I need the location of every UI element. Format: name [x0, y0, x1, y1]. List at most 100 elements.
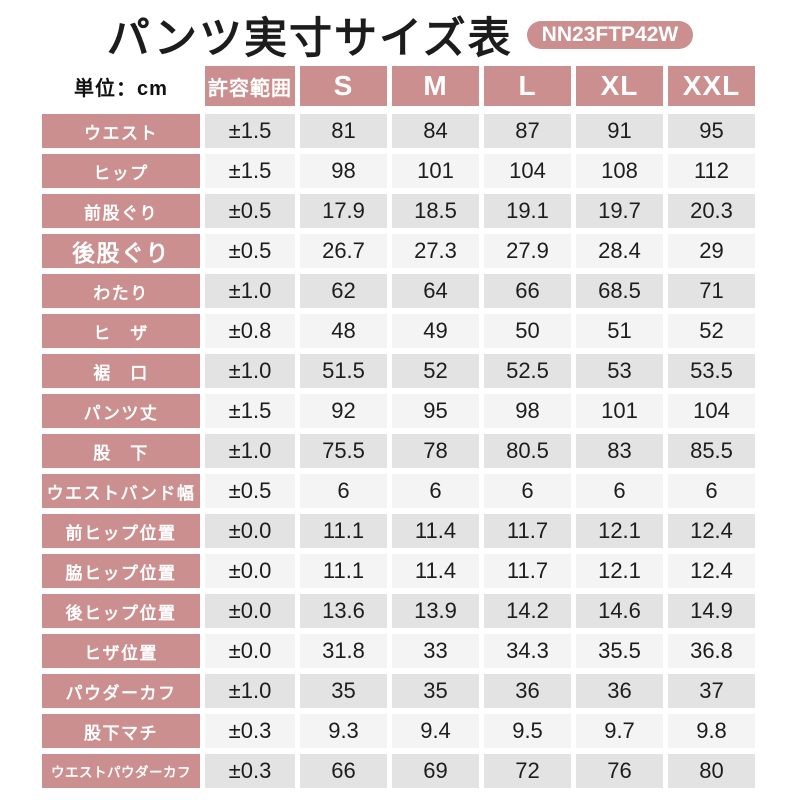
row-label: ウエストバンド幅 — [42, 474, 200, 508]
tolerance-cell: ±1.0 — [205, 674, 295, 708]
size-value-cell: 98 — [484, 394, 571, 428]
size-value-cell: 11.7 — [484, 514, 571, 548]
table-row: ウエストパウダーカフ ±0.3 66 69 72 76 80 — [42, 754, 760, 788]
unit-label: 単位：cm — [74, 77, 168, 100]
size-value-cell: 33 — [392, 634, 479, 668]
row-label: ウエスト — [42, 114, 200, 148]
size-value-cell: 92 — [300, 394, 387, 428]
table-row: わたり ±1.0 62 64 66 68.5 71 — [42, 274, 760, 308]
size-value-cell: 64 — [392, 274, 479, 308]
size-value-cell: 13.6 — [300, 594, 387, 628]
row-label: 後股ぐり — [42, 234, 200, 268]
tolerance-cell: ±0.0 — [205, 634, 295, 668]
size-value-cell: 37 — [668, 674, 755, 708]
size-value-cell: 6 — [392, 474, 479, 508]
row-label: ヒザ位置 — [42, 634, 200, 668]
col-header-size-XXL: XXL — [668, 66, 755, 106]
size-value-cell: 95 — [392, 394, 479, 428]
size-value-cell: 18.5 — [392, 194, 479, 228]
tolerance-cell: ±0.8 — [205, 314, 295, 348]
size-value-cell: 35 — [392, 674, 479, 708]
size-value-cell: 51.5 — [300, 354, 387, 388]
col-header-size-L: L — [484, 66, 571, 106]
size-value-cell: 9.8 — [668, 714, 755, 748]
table-row: ウエストバンド幅 ±0.5 6 6 6 6 6 — [42, 474, 760, 508]
size-value-cell: 14.9 — [668, 594, 755, 628]
row-label: パウダーカフ — [42, 674, 200, 708]
row-label: 前股ぐり — [42, 194, 200, 228]
size-value-cell: 11.4 — [392, 554, 479, 588]
product-code-badge: NN23FTP42W — [526, 20, 694, 50]
size-value-cell: 101 — [576, 394, 663, 428]
size-value-cell: 26.7 — [300, 234, 387, 268]
size-value-cell: 91 — [576, 114, 663, 148]
row-label: 裾 口 — [42, 354, 200, 388]
size-value-cell: 104 — [484, 154, 571, 188]
size-value-cell: 19.7 — [576, 194, 663, 228]
size-value-cell: 48 — [300, 314, 387, 348]
size-value-cell: 80 — [668, 754, 755, 788]
table-row: 裾 口 ±1.0 51.5 52 52.5 53 53.5 — [42, 354, 760, 388]
size-value-cell: 11.7 — [484, 554, 571, 588]
row-label: 股 下 — [42, 434, 200, 468]
size-value-cell: 14.2 — [484, 594, 571, 628]
row-label: パンツ丈 — [42, 394, 200, 428]
size-value-cell: 85.5 — [668, 434, 755, 468]
size-value-cell: 78 — [392, 434, 479, 468]
size-value-cell: 6 — [484, 474, 571, 508]
size-value-cell: 6 — [576, 474, 663, 508]
size-value-cell: 6 — [668, 474, 755, 508]
size-value-cell: 52 — [668, 314, 755, 348]
size-value-cell: 51 — [576, 314, 663, 348]
size-value-cell: 9.5 — [484, 714, 571, 748]
table-row: 股下マチ ±0.3 9.3 9.4 9.5 9.7 9.8 — [42, 714, 760, 748]
row-label: 脇ヒップ位置 — [42, 554, 200, 588]
tolerance-cell: ±1.0 — [205, 274, 295, 308]
table-row: 後股ぐり ±0.5 26.7 27.3 27.9 28.4 29 — [42, 234, 760, 268]
col-header-size-S: S — [300, 66, 387, 106]
size-value-cell: 83 — [576, 434, 663, 468]
tolerance-cell: ±0.5 — [205, 194, 295, 228]
size-value-cell: 36 — [576, 674, 663, 708]
row-label: 後ヒップ位置 — [42, 594, 200, 628]
size-value-cell: 34.3 — [484, 634, 571, 668]
size-value-cell: 50 — [484, 314, 571, 348]
size-value-cell: 14.6 — [576, 594, 663, 628]
size-value-cell: 12.1 — [576, 554, 663, 588]
row-label: ウエストパウダーカフ — [42, 754, 200, 788]
size-value-cell: 9.3 — [300, 714, 387, 748]
page-header: パンツ実寸サイズ表 NN23FTP42W — [0, 0, 800, 63]
tolerance-cell: ±0.0 — [205, 594, 295, 628]
size-value-cell: 11.1 — [300, 554, 387, 588]
size-value-cell: 11.4 — [392, 514, 479, 548]
size-value-cell: 28.4 — [576, 234, 663, 268]
table-row: 後ヒップ位置 ±0.0 13.6 13.9 14.2 14.6 14.9 — [42, 594, 760, 628]
row-label: 股下マチ — [42, 714, 200, 748]
table-row: 前股ぐり ±0.5 17.9 18.5 19.1 19.7 20.3 — [42, 194, 760, 228]
size-value-cell: 6 — [300, 474, 387, 508]
size-value-cell: 108 — [576, 154, 663, 188]
size-table: 単位：cm 許容範囲 S M L XL XXL ウエスト ±1.5 81 84 87 91 95 ヒップ… — [42, 66, 760, 788]
size-value-cell: 66 — [484, 274, 571, 308]
size-value-cell: 35 — [300, 674, 387, 708]
size-value-cell: 20.3 — [668, 194, 755, 228]
size-value-cell: 12.4 — [668, 514, 755, 548]
row-label: ヒップ — [42, 154, 200, 188]
size-value-cell: 53.5 — [668, 354, 755, 388]
size-value-cell: 29 — [668, 234, 755, 268]
size-value-cell: 31.8 — [300, 634, 387, 668]
table-row: 股 下 ±1.0 75.5 78 80.5 83 85.5 — [42, 434, 760, 468]
table-row: ウエスト ±1.5 81 84 87 91 95 — [42, 114, 760, 148]
size-value-cell: 9.4 — [392, 714, 479, 748]
tolerance-cell: ±1.5 — [205, 154, 295, 188]
tolerance-cell: ±1.0 — [205, 354, 295, 388]
size-value-cell: 104 — [668, 394, 755, 428]
size-value-cell: 87 — [484, 114, 571, 148]
tolerance-cell: ±0.0 — [205, 554, 295, 588]
table-body: ウエスト ±1.5 81 84 87 91 95 ヒップ ±1.5 98 101 104 108 112 前… — [42, 114, 760, 788]
tolerance-cell: ±0.3 — [205, 714, 295, 748]
table-row: ヒップ ±1.5 98 101 104 108 112 — [42, 154, 760, 188]
size-value-cell: 71 — [668, 274, 755, 308]
size-value-cell: 80.5 — [484, 434, 571, 468]
